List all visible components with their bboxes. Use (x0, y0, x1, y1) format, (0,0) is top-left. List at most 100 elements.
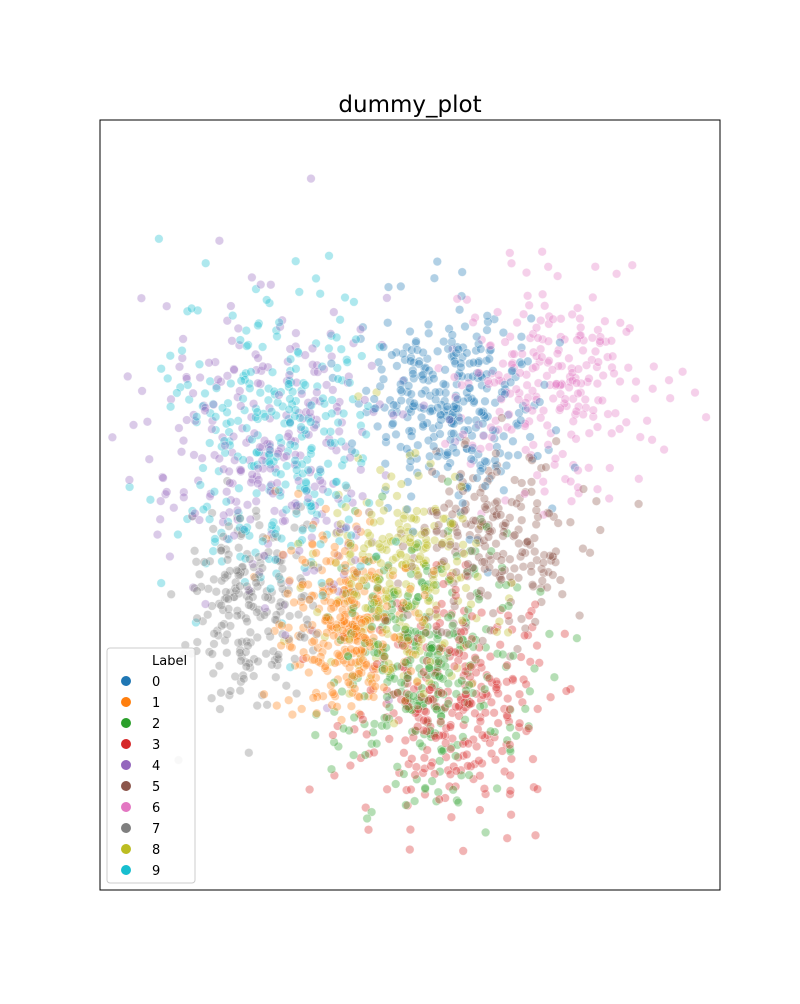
scatter-point (244, 600, 254, 610)
legend-marker (121, 781, 131, 791)
scatter-point (543, 567, 553, 577)
scatter-point (379, 651, 390, 661)
scatter-point (304, 667, 314, 678)
scatter-point (490, 498, 500, 509)
scatter-point (465, 591, 476, 601)
scatter-point (433, 451, 443, 461)
scatter-point (250, 573, 260, 583)
scatter-point (382, 601, 392, 611)
scatter-point (426, 761, 436, 771)
scatter-point (454, 635, 464, 645)
scatter-point (411, 726, 421, 736)
scatter-point (460, 439, 470, 449)
scatter-point (505, 651, 515, 662)
scatter-point (285, 417, 295, 428)
scatter-point (263, 592, 273, 603)
scatter-point (538, 477, 548, 487)
scatter-point (401, 603, 411, 613)
scatter-point (505, 789, 515, 799)
scatter-point (475, 805, 485, 815)
scatter-point (234, 570, 244, 581)
scatter-point (166, 402, 176, 412)
scatter-point (472, 332, 482, 342)
scatter-point (497, 562, 507, 573)
scatter-point (253, 353, 263, 363)
scatter-point (546, 428, 556, 438)
scatter-point (315, 289, 325, 299)
scatter-point (501, 518, 511, 528)
scatter-point (526, 477, 537, 487)
scatter-point (236, 465, 246, 475)
scatter-point (338, 625, 348, 636)
scatter-point (260, 592, 270, 602)
scatter-point (224, 466, 234, 477)
scatter-point (369, 747, 379, 758)
scatter-point (445, 722, 455, 732)
scatter-point (335, 524, 346, 534)
scatter-point (427, 467, 437, 477)
scatter-point (420, 783, 430, 793)
scatter-point (463, 415, 473, 426)
scatter-point (479, 431, 489, 441)
scatter-point (501, 460, 512, 471)
scatter-point (535, 587, 546, 597)
scatter-point (544, 629, 555, 639)
scatter-point (259, 551, 269, 561)
scatter-point (505, 746, 516, 757)
scatter-point (486, 340, 496, 351)
scatter-point (172, 388, 182, 398)
scatter-point (224, 610, 234, 621)
scatter-point (289, 597, 299, 608)
scatter-point (476, 344, 486, 354)
scatter-point (584, 373, 594, 384)
scatter-point (420, 590, 430, 600)
scatter-point (343, 651, 353, 661)
scatter-point (457, 267, 467, 277)
scatter-point (379, 664, 390, 674)
scatter-point (532, 640, 542, 651)
scatter-point (307, 343, 318, 354)
legend-title: Label (152, 654, 187, 669)
scatter-point (273, 650, 284, 660)
scatter-point (377, 364, 387, 375)
scatter-point (406, 666, 416, 676)
scatter-point (484, 354, 494, 364)
scatter-point (513, 573, 524, 583)
scatter-point (406, 389, 416, 399)
scatter-point (315, 497, 325, 507)
scatter-point (480, 541, 490, 551)
scatter-point (226, 301, 236, 311)
scatter-point (458, 513, 468, 524)
scatter-point (299, 647, 309, 657)
scatter-point (474, 407, 485, 417)
scatter-point (396, 479, 407, 489)
scatter-point (315, 539, 326, 549)
scatter-point (506, 810, 516, 820)
scatter-point (341, 522, 351, 532)
scatter-point (367, 622, 377, 632)
scatter-point (370, 681, 380, 692)
scatter-point (558, 449, 568, 459)
scatter-point (510, 475, 520, 485)
scatter-point (551, 425, 561, 435)
scatter-point (383, 318, 393, 328)
scatter-point (274, 572, 284, 582)
scatter-point (380, 615, 391, 625)
scatter-point (482, 311, 492, 321)
scatter-point (560, 394, 570, 404)
scatter-point (242, 581, 252, 591)
scatter-point (592, 379, 603, 389)
scatter-point (285, 344, 295, 354)
scatter-point (520, 398, 531, 408)
scatter-point (201, 258, 211, 268)
scatter-point (156, 578, 166, 588)
scatter-point (214, 454, 224, 464)
legend-marker (121, 739, 131, 749)
scatter-point (593, 325, 603, 335)
scatter-point (402, 504, 412, 514)
scatter-point (333, 721, 343, 731)
scatter-point (492, 467, 502, 477)
scatter-point (349, 672, 359, 682)
scatter-point (421, 707, 431, 717)
scatter-point (548, 570, 558, 580)
